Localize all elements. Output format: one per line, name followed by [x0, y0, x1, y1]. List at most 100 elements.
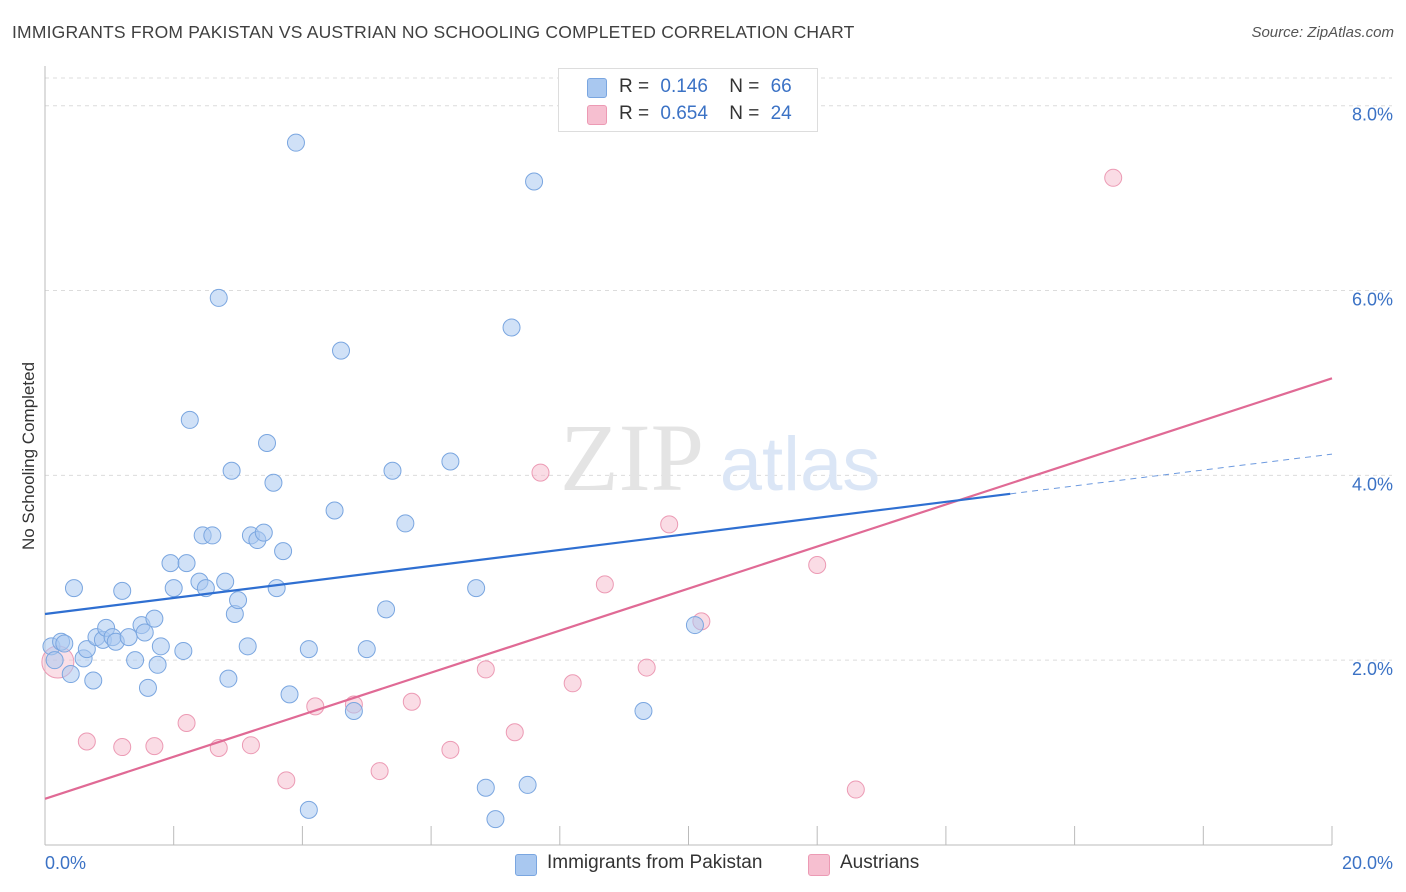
pink-swatch [587, 105, 607, 125]
austrians-point [808, 555, 827, 574]
pakistan-point [634, 702, 653, 721]
r-value: 0.146 [660, 76, 708, 97]
pakistan-point [161, 554, 180, 573]
pakistan-point [174, 641, 193, 660]
legend-label: Immigrants from Pakistan [547, 852, 763, 873]
pakistan-point [344, 702, 363, 721]
austrians-point [402, 692, 421, 711]
pakistan-point [286, 133, 305, 152]
pakistan-point [177, 554, 196, 573]
chart-title: IMMIGRANTS FROM PAKISTAN VS AUSTRIAN NO … [12, 22, 855, 42]
pakistan-point [467, 579, 486, 598]
r-value: 0.654 [660, 103, 708, 124]
r-label: R = [619, 76, 650, 97]
axes [44, 66, 1333, 846]
watermark-zip: ZIP [560, 404, 704, 511]
austrians-point [595, 575, 614, 594]
pakistan-point [525, 172, 544, 191]
pakistan-point [219, 669, 238, 688]
y-axis-label: No Schooling Completed [19, 362, 38, 550]
pakistan-point [238, 637, 257, 656]
pakistan-point [441, 452, 460, 471]
pakistan-point [267, 579, 286, 598]
austrians-point [77, 732, 96, 751]
pakistan-point [264, 473, 283, 492]
tick-labels: 2.0% 4.0% 6.0% 8.0% 0.0% 20.0% [45, 105, 1393, 873]
austrians-point [113, 738, 132, 757]
n-value: 66 [770, 76, 792, 97]
pakistan-points [42, 133, 704, 829]
grid-lines [45, 77, 1392, 661]
pakistan-point [229, 591, 248, 610]
pakistan-point [396, 514, 415, 533]
x-tick-label: 20.0% [1342, 853, 1393, 873]
austrians-point [145, 737, 164, 756]
pakistan-point [280, 685, 299, 704]
pakistan-point [64, 579, 83, 598]
austrians-point [306, 697, 325, 716]
austrians-point [370, 762, 389, 781]
pakistan-point [203, 526, 222, 545]
pakistan-point [258, 434, 277, 453]
n-label: N = [729, 76, 760, 97]
pakistan-point [274, 542, 293, 561]
n-value: 24 [770, 103, 792, 124]
pakistan-point [45, 651, 64, 670]
x-tick-label: 0.0% [45, 853, 86, 873]
austrians-point [241, 736, 260, 755]
austrians-point [505, 723, 524, 742]
pakistan-point [377, 600, 396, 619]
austrians-point [531, 463, 550, 482]
pakistan-trend-line [44, 492, 1011, 616]
austrians-trend-line [44, 377, 1333, 800]
austrians-point [637, 658, 656, 677]
pakistan-point [138, 678, 157, 697]
pakistan-point [145, 609, 164, 628]
pakistan-point [299, 640, 318, 659]
austrians-point [177, 714, 196, 733]
y-tick-label: 2.0% [1352, 659, 1393, 679]
austrians-point [476, 660, 495, 679]
r-label: R = [619, 103, 650, 124]
source-label: Source: ZipAtlas.com [1251, 24, 1394, 41]
correlation-legend: R = 0.146 N = 66 R = 0.654 N = 24 [558, 68, 818, 132]
trend-lines [44, 377, 1333, 800]
pakistan-trend-extension [1010, 453, 1333, 495]
austrians-point [846, 780, 865, 799]
legend-label: Austrians [840, 852, 920, 873]
watermark: ZIP atlas [560, 404, 880, 511]
pakistan-point [685, 616, 704, 635]
n-label: N = [729, 103, 760, 124]
series-legend: Immigrants from Pakistan Austrians [0, 851, 1406, 877]
pakistan-point [148, 655, 167, 674]
pakistan-point [84, 671, 103, 690]
y-tick-label: 4.0% [1352, 474, 1393, 494]
pakistan-point [383, 461, 402, 480]
austrians-point [563, 674, 582, 693]
y-tick-label: 8.0% [1352, 105, 1393, 125]
pakistan-point [209, 288, 228, 307]
pakistan-point [216, 572, 235, 591]
austrians-point [660, 515, 679, 534]
austrians-point [1104, 168, 1123, 187]
pakistan-point [180, 410, 199, 429]
pakistan-point [476, 778, 495, 797]
watermark-atlas: atlas [720, 422, 881, 507]
pakistan-point [325, 501, 344, 520]
pakistan-point [222, 461, 241, 480]
pakistan-point [126, 651, 145, 670]
pakistan-point [486, 810, 505, 829]
pakistan-point [151, 637, 170, 656]
pink-swatch [808, 854, 830, 876]
pakistan-point [119, 628, 138, 647]
blue-swatch [515, 854, 537, 876]
pakistan-point [502, 318, 521, 337]
pakistan-point [299, 800, 318, 819]
pakistan-point [332, 341, 351, 360]
pakistan-point [135, 623, 154, 642]
pakistan-point [113, 581, 132, 600]
austrians-point [277, 771, 296, 790]
austrians-point [441, 740, 460, 759]
y-tick-label: 6.0% [1352, 290, 1393, 310]
pakistan-point [357, 640, 376, 659]
